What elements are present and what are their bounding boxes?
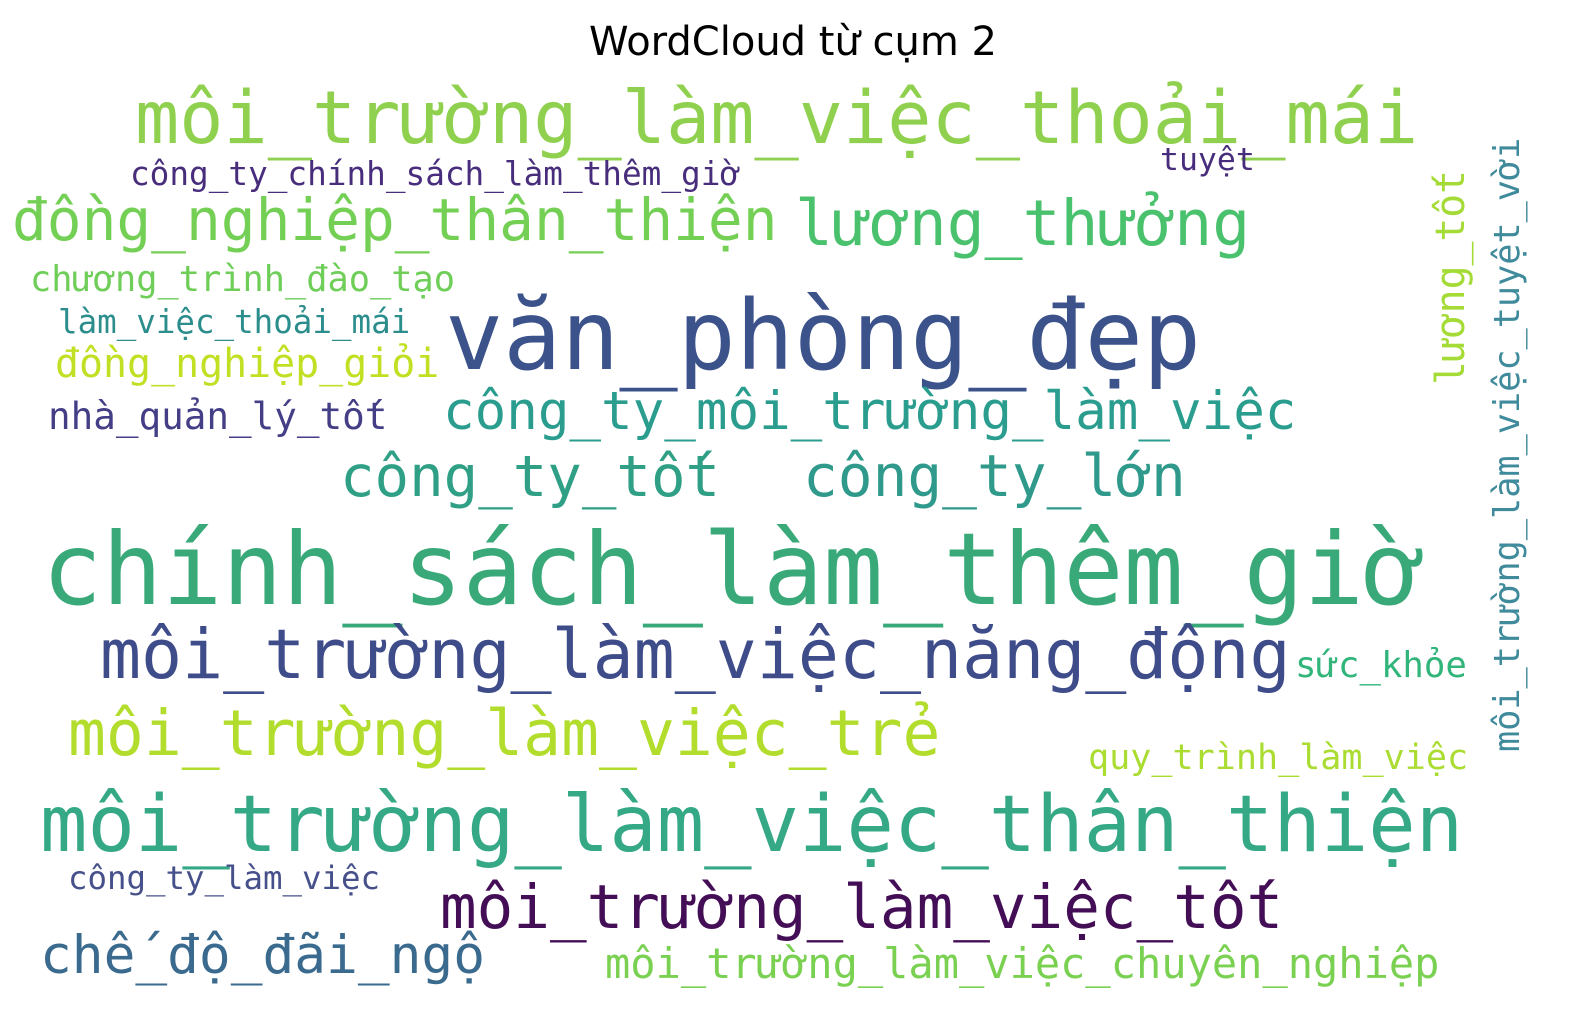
word-cloud-term: nhà_quản_lý_tốt (48, 394, 388, 438)
word-cloud-term: đồng_nghiệp_giỏi (55, 341, 440, 387)
word-cloud-term: công_ty_lớn (803, 442, 1186, 510)
word-cloud-term: công_ty_làm_việc (68, 859, 381, 897)
word-cloud-term: môi_trường_làm_việc_trẻ (68, 697, 941, 770)
word-cloud-term: môi_trường_làm_việc_chuyên_nghiệp (605, 939, 1440, 988)
word-cloud-term: sức_khỏe (1295, 645, 1467, 686)
word-cloud-term: chương_trình_đào_tạo (30, 259, 456, 300)
word-cloud-term: đồng_nghiệp_thân_thiện (12, 186, 778, 254)
word-cloud-term: môi_trường_làm_việc_thoải_mái (135, 76, 1419, 161)
word-cloud-term: văn_phòng_đẹp (445, 279, 1202, 392)
word-cloud-term: chính_sách_làm_thêm_giờ (42, 511, 1424, 628)
word-cloud-term: làm_việc_thoải_mái (58, 303, 411, 341)
chart-title: WordCloud từ cụm 2 (588, 19, 997, 65)
word-cloud-term: tuyệt (1160, 142, 1255, 178)
word-cloud-term: công_ty_môi_trường_làm_việc (443, 381, 1297, 442)
word-cloud-term: môi_trường_làm_việc_thân_thiện (40, 778, 1464, 870)
word-cloud-term: chế_độ_đãi_ngộ (40, 925, 486, 986)
word-cloud-term: lương_thưởng (795, 187, 1251, 260)
word-cloud-term: công_ty_tốt (340, 443, 721, 510)
word-cloud-term: môi_trường_làm_việc_tuyệt_vời (1487, 137, 1528, 752)
word-cloud-term: quy_trình_làm_việc (1088, 737, 1469, 778)
word-cloud-term: môi_trường_làm_việc_tốt (440, 872, 1284, 943)
word-cloud-term: công_ty_chính_sách_làm_thêm_giờ (130, 155, 741, 193)
word-cloud-term: môi_trường_làm_việc_năng_động (100, 616, 1291, 695)
word-cloud-term: lương_tốt (1428, 169, 1474, 385)
